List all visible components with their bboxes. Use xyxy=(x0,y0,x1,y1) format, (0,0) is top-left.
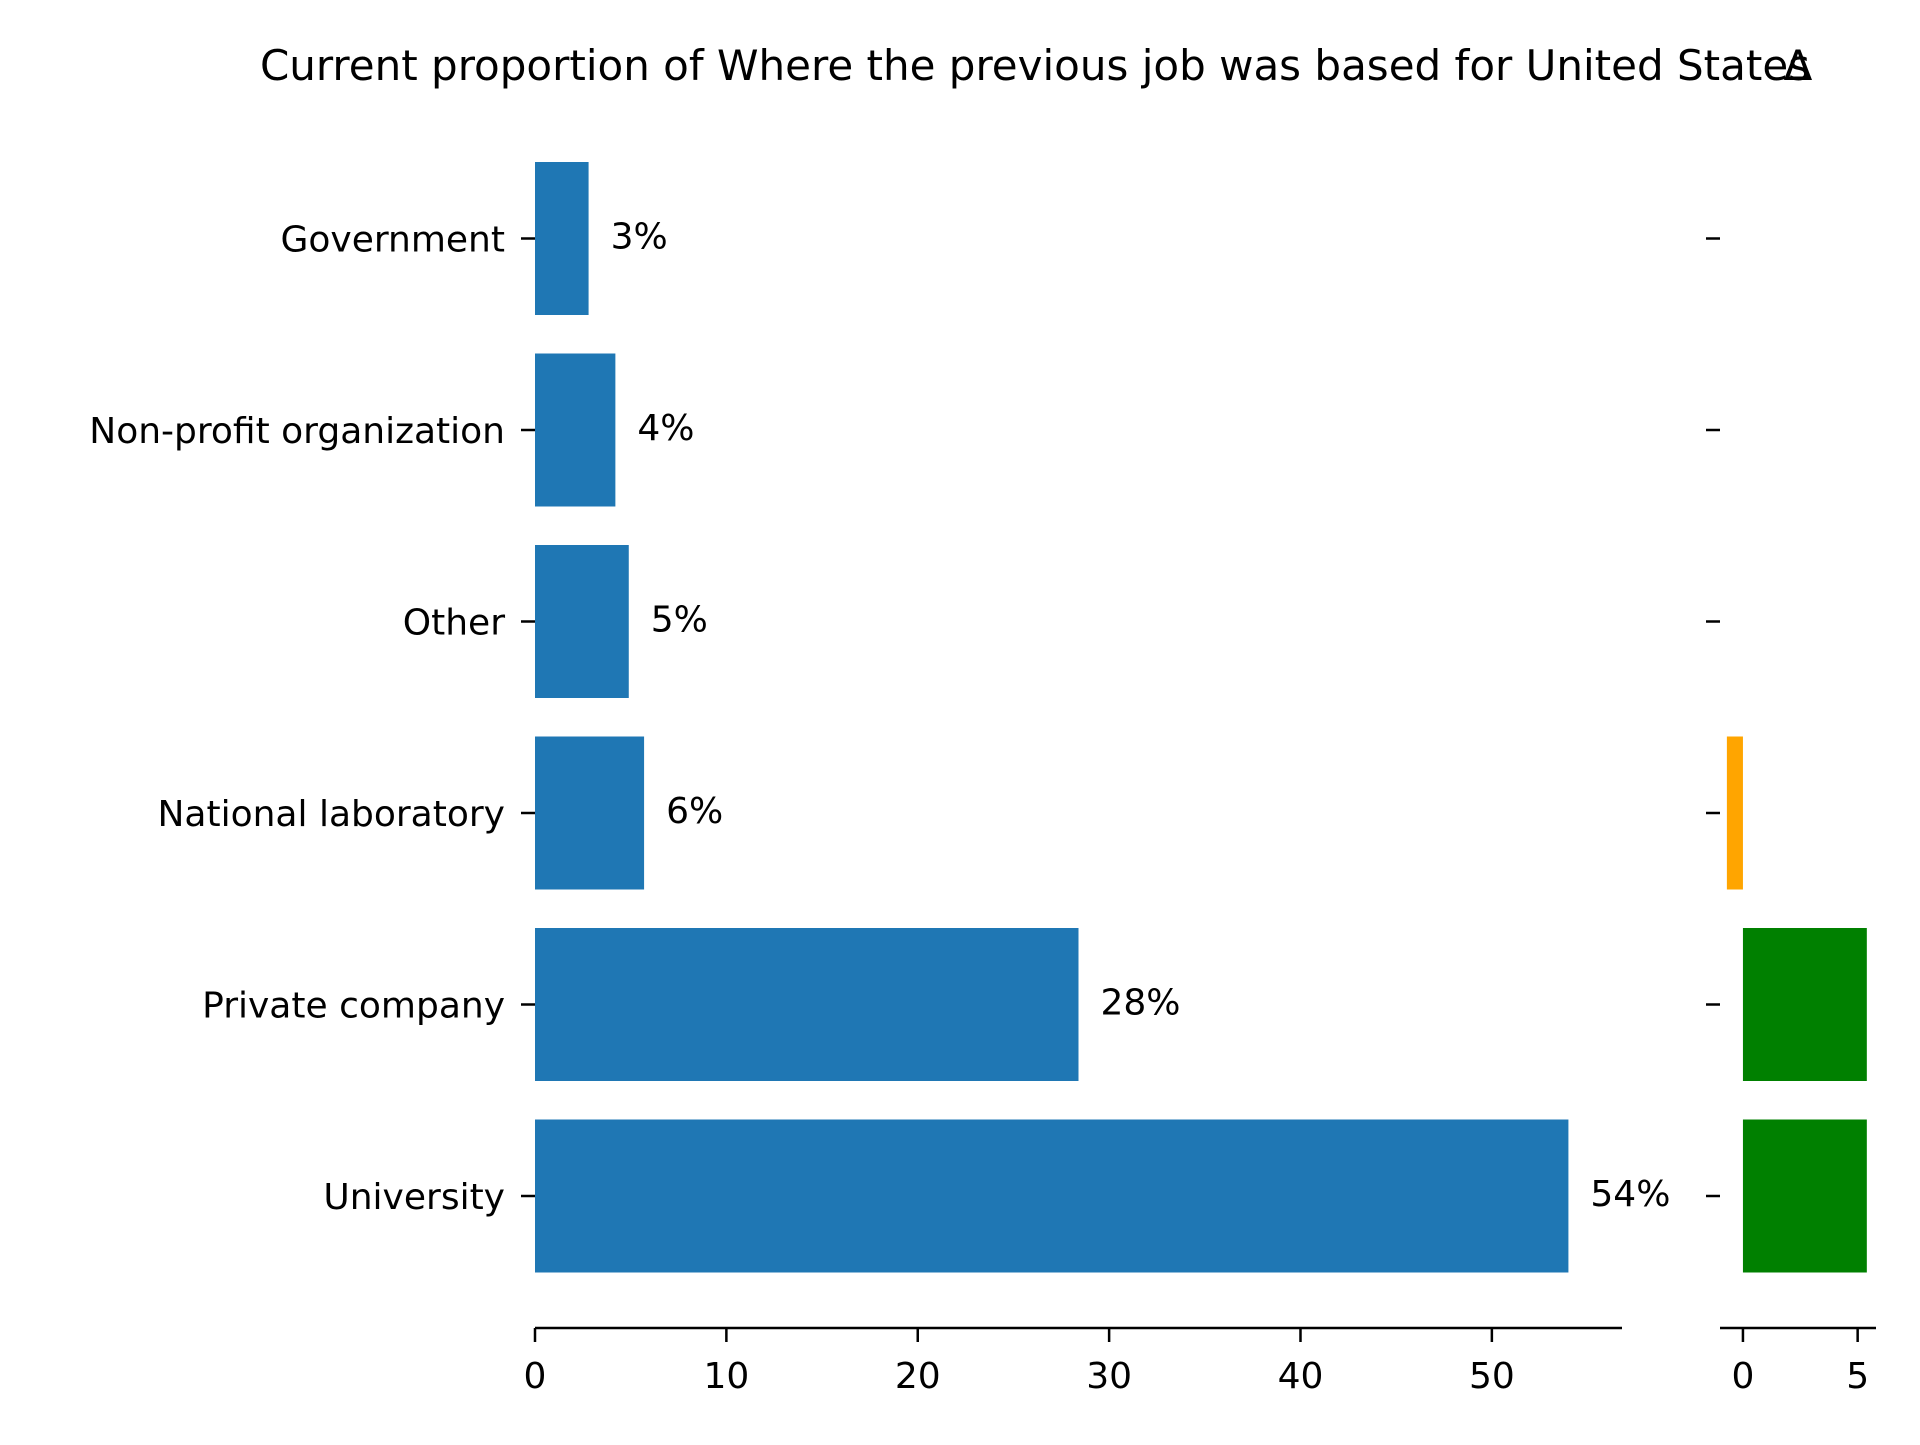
main-chart-panel: Current proportion of Where the previous… xyxy=(89,41,1810,1397)
delta-title: Δ xyxy=(1784,41,1813,90)
data-label-3: 6% xyxy=(666,791,723,832)
x-tick-label-4: 40 xyxy=(1278,1356,1324,1397)
bar-1 xyxy=(535,354,615,507)
bar-0 xyxy=(535,162,589,315)
bar-5 xyxy=(535,1120,1568,1273)
delta-bar-4 xyxy=(1743,928,1867,1081)
x-tick-label-3: 30 xyxy=(1086,1356,1132,1397)
x-tick-label-0: 0 xyxy=(524,1356,547,1397)
data-label-4: 28% xyxy=(1101,983,1181,1024)
bar-4 xyxy=(535,928,1079,1081)
data-label-1: 4% xyxy=(637,408,694,449)
chart-title: Current proportion of Where the previous… xyxy=(260,41,1810,90)
data-label-2: 5% xyxy=(651,600,708,641)
bar-3 xyxy=(535,737,644,890)
delta-bar-5 xyxy=(1743,1120,1867,1273)
x-tick-label-5: 50 xyxy=(1469,1356,1515,1397)
y-tick-label-0: Government xyxy=(280,220,505,261)
delta-x-tick-label-1: 5 xyxy=(1846,1356,1869,1397)
delta-chart-panel: Δ 0 5 xyxy=(1706,41,1876,1397)
data-label-5: 54% xyxy=(1590,1174,1670,1215)
x-tick-label-1: 10 xyxy=(703,1356,749,1397)
data-label-0: 3% xyxy=(611,217,668,258)
delta-bar-3 xyxy=(1727,737,1743,890)
y-tick-label-4: Private company xyxy=(202,986,505,1027)
delta-x-tick-label-0: 0 xyxy=(1731,1356,1754,1397)
y-tick-label-5: University xyxy=(323,1177,505,1218)
x-tick-label-2: 20 xyxy=(895,1356,941,1397)
y-tick-label-2: Other xyxy=(403,603,505,644)
y-tick-label-3: National laboratory xyxy=(157,794,505,835)
bar-2 xyxy=(535,545,629,698)
y-tick-label-1: Non-profit organization xyxy=(89,411,505,452)
